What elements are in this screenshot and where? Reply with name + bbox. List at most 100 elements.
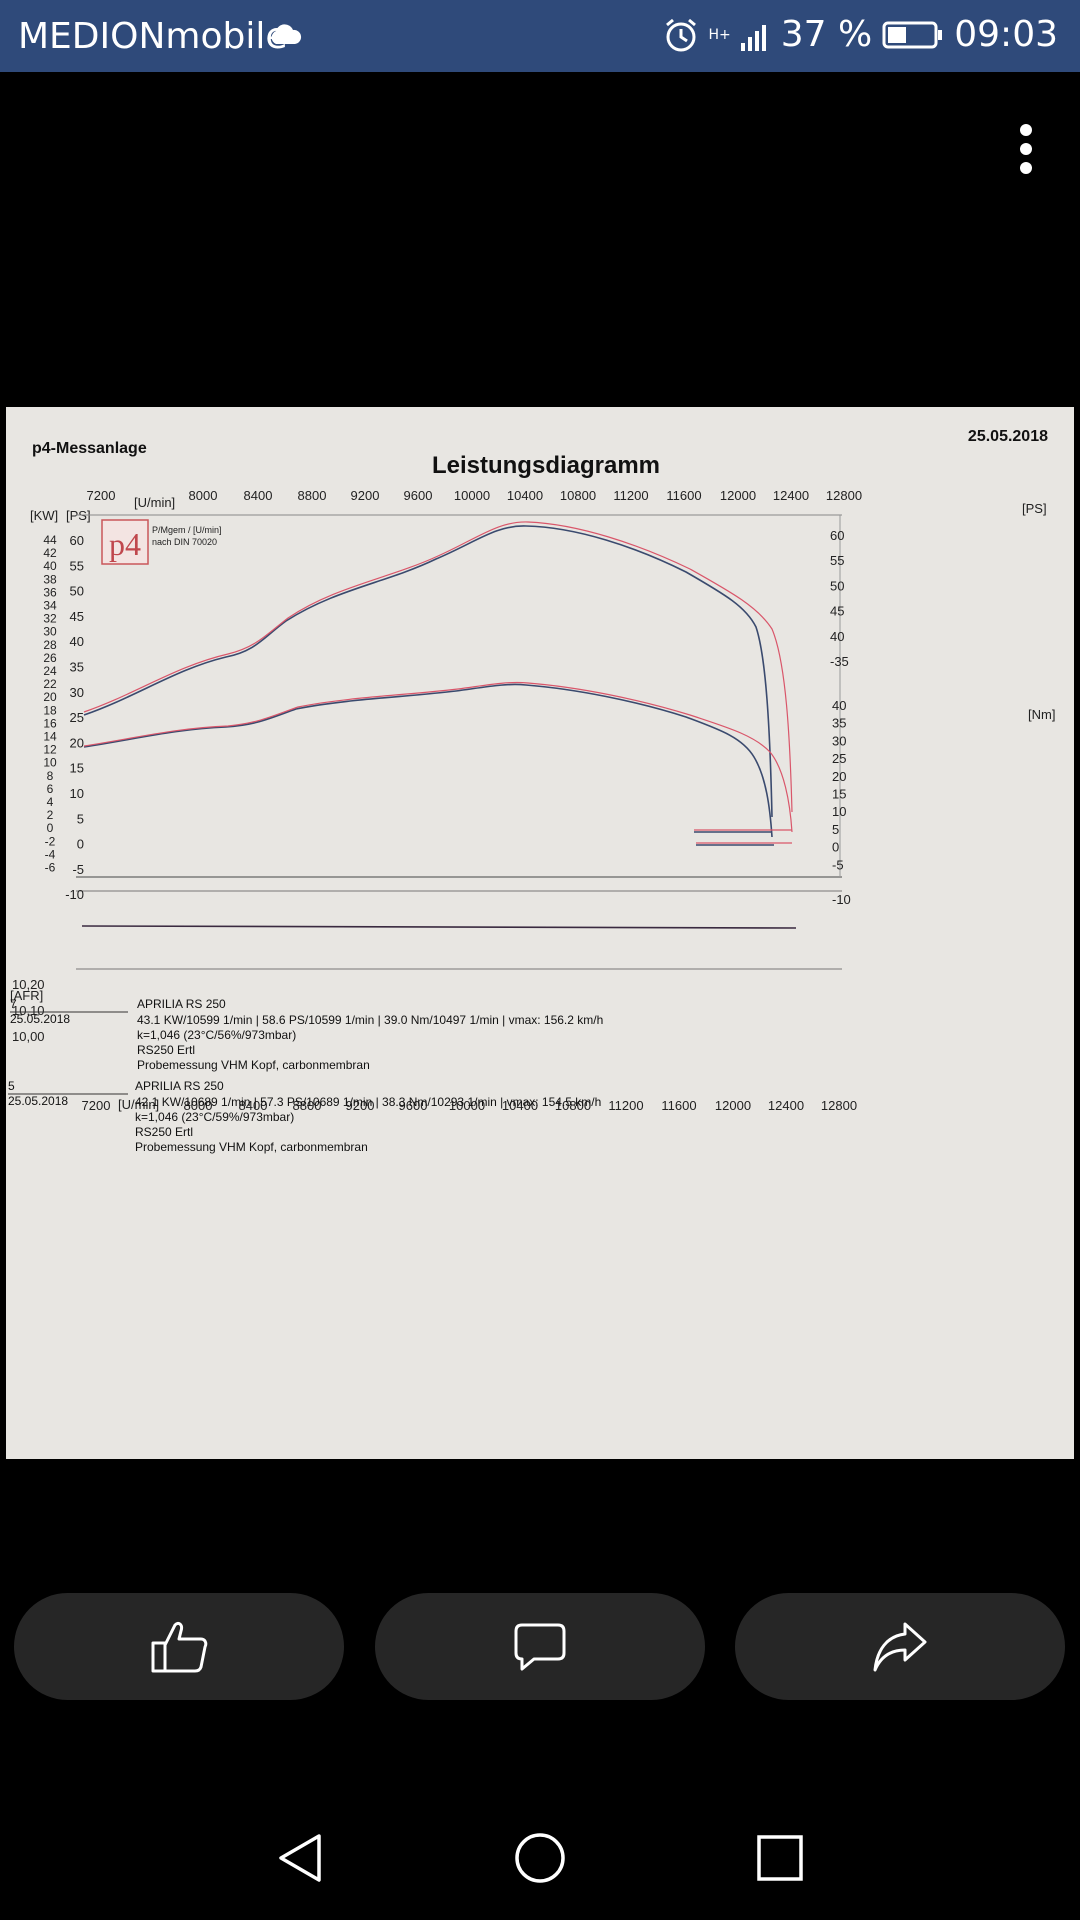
ps-tick-right: 55 (830, 553, 844, 568)
kw-tick: 30 (43, 625, 57, 639)
share-button[interactable] (735, 1593, 1065, 1700)
rpm-tick-bottom: 9200 (346, 1098, 375, 1113)
rpm-tick-top: 12400 (773, 488, 809, 503)
ps-tick-left: 10 (70, 786, 84, 801)
rpm-tick-top: 8400 (244, 488, 273, 503)
rpm-tick-top: 9200 (351, 488, 380, 503)
rpm-tick-bottom: 9600 (399, 1098, 428, 1113)
back-triangle-icon (279, 1834, 321, 1882)
ps-tick-left: -10 (65, 887, 84, 902)
nm-tick: 35 (832, 716, 846, 731)
ps-tick-left: -5 (72, 862, 84, 877)
kw-tick: 24 (43, 664, 57, 678)
rpm-tick-top: 12000 (720, 488, 756, 503)
ps-tick-left: 5 (77, 811, 84, 826)
kw-tick: 18 (43, 703, 57, 717)
ps-tick-left: 50 (70, 584, 84, 599)
rpm-tick-bottom: 8000 (184, 1098, 213, 1113)
kw-tick: 34 (43, 599, 57, 613)
nm-tick: 40 (832, 698, 846, 713)
battery-percent: 37 % (780, 14, 873, 55)
unit-rpm-top: [U/min] (134, 495, 175, 510)
svg-text:Probemessung VHM Kopf, carbonm: Probemessung VHM Kopf, carbonmembran (135, 1140, 368, 1154)
nm-tick: 25 (832, 751, 846, 766)
sheet-date: 25.05.2018 (968, 428, 1048, 445)
rpm-tick-top: 10800 (560, 488, 596, 503)
nm-tick: 5 (832, 822, 839, 837)
kw-tick: 28 (43, 638, 57, 652)
ps-tick-right: 60 (830, 528, 844, 543)
nm-tick: -5 (832, 857, 844, 872)
svg-text:p4: p4 (109, 526, 141, 562)
rpm-tick-bottom: 11600 (661, 1098, 696, 1113)
ps-tick-right: 45 (830, 604, 844, 619)
thumbs-up-icon (151, 1621, 208, 1672)
status-bar: MEDIONmobile H+ 37 % 09:03 (0, 0, 1080, 72)
rpm-tick-bottom: 10800 (555, 1098, 591, 1113)
back-nav-button[interactable] (268, 1826, 332, 1890)
kw-tick: 22 (43, 677, 57, 691)
svg-text:APRILIA RS 250: APRILIA RS 250 (135, 1079, 224, 1093)
kw-tick: 36 (43, 585, 57, 599)
home-circle-icon (515, 1833, 565, 1883)
photo[interactable]: p4-Messanlage 25.05.2018 Leistungsdiagra… (6, 407, 1074, 1459)
svg-text:25.05.2018: 25.05.2018 (10, 1012, 70, 1026)
svg-text:RS250 Ertl: RS250 Ertl (137, 1043, 195, 1057)
recents-nav-button[interactable] (748, 1826, 812, 1890)
carrier-name: MEDIONmobile (18, 16, 288, 57)
ps-tick-left: 0 (77, 837, 84, 852)
ps-tick-right: -35 (830, 654, 849, 669)
ps-tick-left: 15 (70, 761, 84, 776)
recents-square-icon (757, 1835, 803, 1881)
kw-tick: 16 (43, 716, 57, 730)
afr-tick: 10,10 (12, 1003, 45, 1018)
rpm-tick-bottom: 10400 (502, 1098, 538, 1113)
power-curve-run-7 (83, 521, 793, 813)
kw-tick: 12 (43, 743, 57, 757)
kw-tick: 40 (43, 559, 57, 573)
ps-tick-right: 50 (830, 578, 844, 593)
kw-tick: 26 (43, 651, 57, 665)
svg-text:43.1 KW/10599 1/min | 58.6 P: 43.1 KW/10599 1/min | 58.6 PS/10599 1/mi… (137, 1013, 603, 1027)
nm-tick: 30 (832, 733, 846, 748)
rpm-tick-top: 12800 (826, 488, 862, 503)
torque-curve-run-5 (83, 683, 773, 838)
rpm-tick-top: 9600 (404, 488, 433, 503)
svg-text:k=1,046 (23°C/59%/973mbar): k=1,046 (23°C/59%/973mbar) (135, 1110, 294, 1124)
ps-tick-left: 25 (70, 710, 84, 725)
like-button[interactable] (14, 1593, 344, 1700)
ps-tick-left: 45 (70, 609, 84, 624)
rpm-tick-bottom: 10000 (449, 1098, 485, 1113)
rpm-tick-bottom: 7200 (82, 1098, 111, 1113)
rpm-tick-bottom: 12400 (768, 1098, 804, 1113)
alarm-icon (665, 18, 696, 51)
kw-tick: 42 (43, 546, 57, 560)
svg-text:APRILIA RS 250: APRILIA RS 250 (137, 997, 226, 1011)
run-info-1: 7 25.05.2018 APRILIA RS 250 43.1 KW/1059… (10, 997, 603, 1072)
rpm-tick-top: 10400 (507, 488, 543, 503)
kw-tick: 44 (43, 533, 57, 547)
kw-tick: 20 (43, 690, 57, 704)
norm-line-1: P/Mgem / [U/min] (152, 525, 222, 535)
rpm-tick-bottom: 12000 (715, 1098, 751, 1113)
norm-line-2: nach DIN 70020 (152, 537, 217, 547)
kw-tick: -2 (45, 834, 56, 848)
share-icon (873, 1622, 927, 1671)
svg-text:k=1,046 (23°C/56%/973mbar): k=1,046 (23°C/56%/973mbar) (137, 1028, 296, 1042)
svg-text:Probemessung VHM Kopf, carbonm: Probemessung VHM Kopf, carbonmembran (137, 1058, 370, 1072)
svg-text:RS250 Ertl: RS250 Ertl (135, 1125, 193, 1139)
rpm-tick-bottom: 11200 (608, 1098, 643, 1113)
ps-tick-right: 40 (830, 629, 844, 644)
kw-tick: 8 (47, 769, 54, 783)
nm-tick: 0 (832, 840, 839, 855)
ps-tick-left: 30 (70, 685, 84, 700)
kw-tick: 38 (43, 572, 57, 586)
comment-button[interactable] (375, 1593, 705, 1700)
unit-kw: [KW] (30, 508, 58, 523)
ps-tick-left: 35 (70, 660, 84, 675)
rpm-tick-bottom: 8400 (239, 1098, 268, 1113)
unit-nm: [Nm] (1028, 707, 1055, 722)
home-nav-button[interactable] (508, 1826, 572, 1890)
more-options-icon[interactable] (1014, 124, 1038, 176)
battery-icon (882, 21, 943, 48)
